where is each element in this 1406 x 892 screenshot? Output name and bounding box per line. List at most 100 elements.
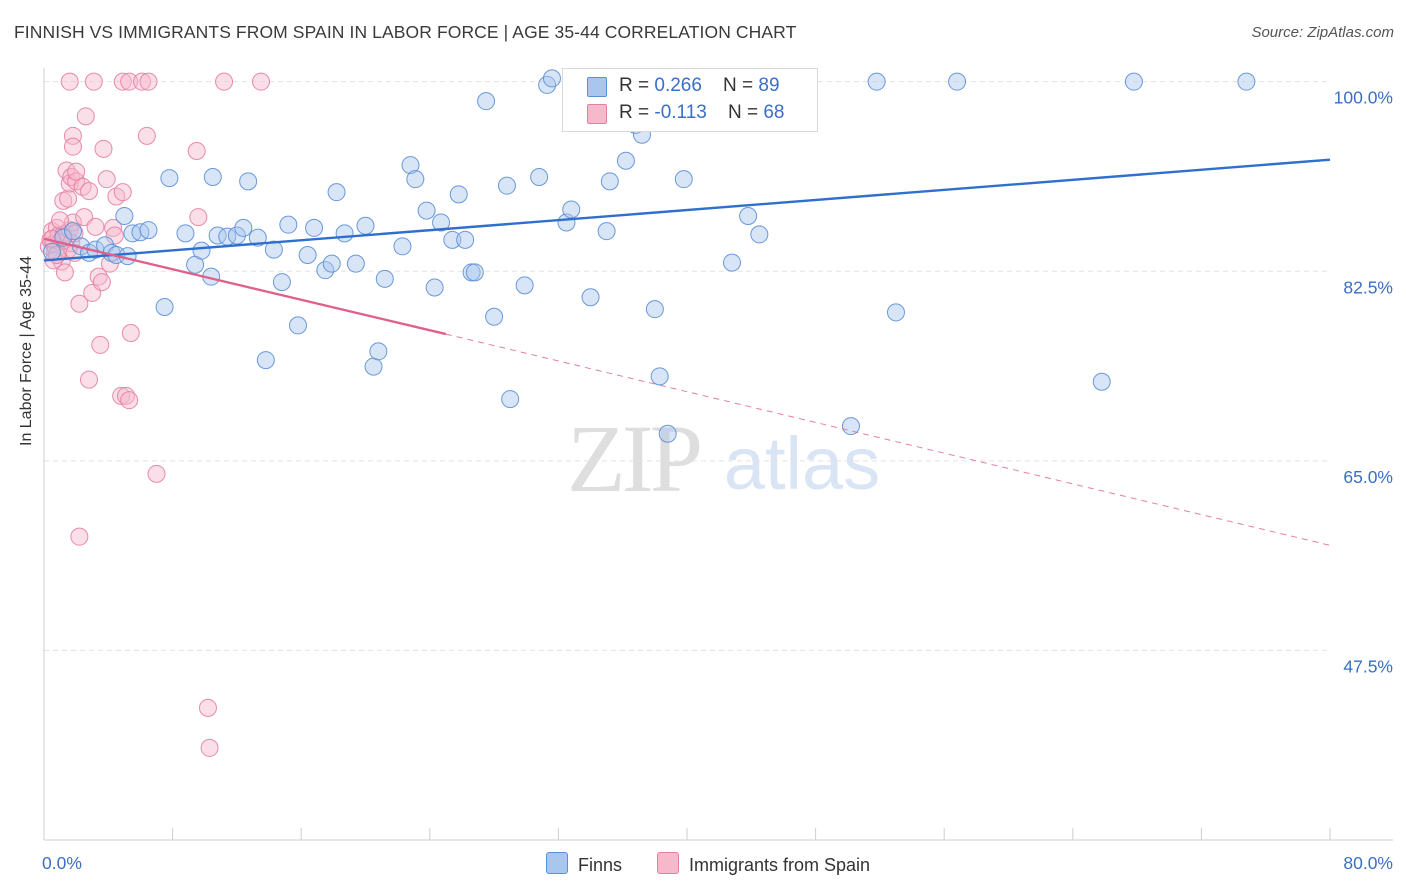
spain-point (80, 182, 99, 201)
legend-swatch-spain (587, 104, 607, 124)
y-tick-label: 47.5% (1343, 656, 1393, 676)
chart-title: FINNISH VS IMMIGRANTS FROM SPAIN IN LABO… (14, 22, 797, 42)
finns-point (867, 72, 886, 91)
finns-point (364, 357, 383, 376)
finns-point (425, 278, 444, 297)
finns-point (176, 224, 195, 243)
finns-point (63, 222, 82, 241)
finns-point (160, 169, 179, 188)
spain-point (252, 72, 271, 91)
finns-point (739, 207, 758, 225)
finns-point (674, 170, 693, 189)
finns-point (155, 298, 174, 316)
y-tick-label: 82.5% (1343, 277, 1393, 297)
spain-point (137, 126, 156, 145)
gridlines (44, 81, 1330, 651)
finns-point (645, 300, 664, 319)
finns-points (43, 69, 1256, 443)
finns-point (465, 263, 484, 282)
finns-point (562, 200, 581, 219)
spain-point (89, 267, 108, 286)
finns-point (456, 230, 475, 249)
spain-point (113, 183, 132, 202)
finns-point (234, 218, 253, 237)
y-tick-label: 65.0% (1343, 467, 1393, 487)
watermark-atlas: atlas (724, 422, 880, 505)
finns-point (264, 240, 283, 259)
y-axis-title-wrap: In Labor Force | Age 35-44 (18, 256, 36, 446)
spain-point (189, 208, 208, 227)
finns-point (239, 172, 258, 191)
spain-point (187, 142, 206, 160)
trend-lines (43, 158, 1331, 546)
finns-point (581, 288, 600, 307)
spain-point (76, 107, 95, 126)
spain-point (80, 370, 99, 389)
bottom-legend-spain: Immigrants from Spain (657, 852, 870, 876)
finns-point (335, 224, 354, 243)
chart-source: Source: ZipAtlas.com (1251, 24, 1394, 41)
x-tick-label: 80.0% (1343, 853, 1393, 873)
spain-point (84, 72, 103, 91)
watermark-zip: ZIP (567, 405, 700, 512)
finns-point (305, 218, 324, 237)
spain-point (55, 263, 74, 282)
spain-points (39, 72, 271, 757)
finns-point (432, 213, 451, 232)
spain-point (105, 226, 124, 245)
finns-point (485, 307, 504, 326)
finns-point (406, 170, 425, 189)
spain-point (63, 126, 82, 145)
finns-point (316, 261, 335, 280)
finns-point (515, 276, 534, 295)
finns-point (369, 342, 388, 361)
finns-point (139, 221, 158, 240)
spain-point (121, 324, 140, 342)
spain-point (139, 72, 158, 91)
finns-point (208, 226, 227, 245)
spain-point (92, 273, 111, 292)
finns-point (227, 226, 246, 245)
spain-point (70, 294, 89, 313)
finns-trend-line (43, 158, 1331, 262)
finns-point (393, 237, 412, 256)
finns-point (288, 316, 307, 335)
tick-labels: 100.0% 82.5% 65.0% 47.5% 0.0% 80.0% (42, 88, 1393, 873)
stats-legend: R = 0.266 N = 89 R = -0.113 N = 68 (562, 68, 818, 132)
spain-point (91, 335, 110, 354)
bottom-legend-swatch-finns (546, 852, 568, 874)
finns-point (1092, 372, 1111, 391)
finns-point (327, 183, 346, 202)
finns-point (948, 72, 967, 91)
finns-point (248, 228, 267, 247)
x-tick-label: 0.0% (42, 853, 82, 873)
finns-point (298, 246, 317, 264)
bottom-legend-finns: Finns (546, 852, 622, 876)
finns-point (279, 215, 298, 234)
legend-text-spain: R = -0.113 N = 68 (619, 102, 785, 123)
spain-point (67, 162, 86, 181)
finns-point (272, 273, 291, 292)
spain-point (51, 211, 70, 230)
spain-point (113, 72, 132, 91)
spain-point (147, 464, 166, 483)
legend-text-finns: R = 0.266 N = 89 (619, 75, 780, 96)
spain-point (200, 738, 219, 757)
finns-point (43, 242, 62, 261)
spain-point (112, 386, 131, 405)
bottom-legend-label-finns: Finns (578, 855, 623, 875)
finns-point (600, 172, 619, 191)
spain-point (133, 72, 152, 91)
spain-point (120, 72, 139, 91)
spain-point (60, 72, 79, 91)
finns-point (443, 230, 462, 249)
finns-point (658, 424, 677, 443)
spain-point (94, 139, 113, 158)
finns-point (616, 151, 635, 170)
spain-trend-line (43, 237, 447, 336)
finns-point (356, 216, 375, 235)
finns-point (723, 253, 742, 272)
finns-point (597, 222, 616, 241)
spain-point (54, 191, 73, 210)
